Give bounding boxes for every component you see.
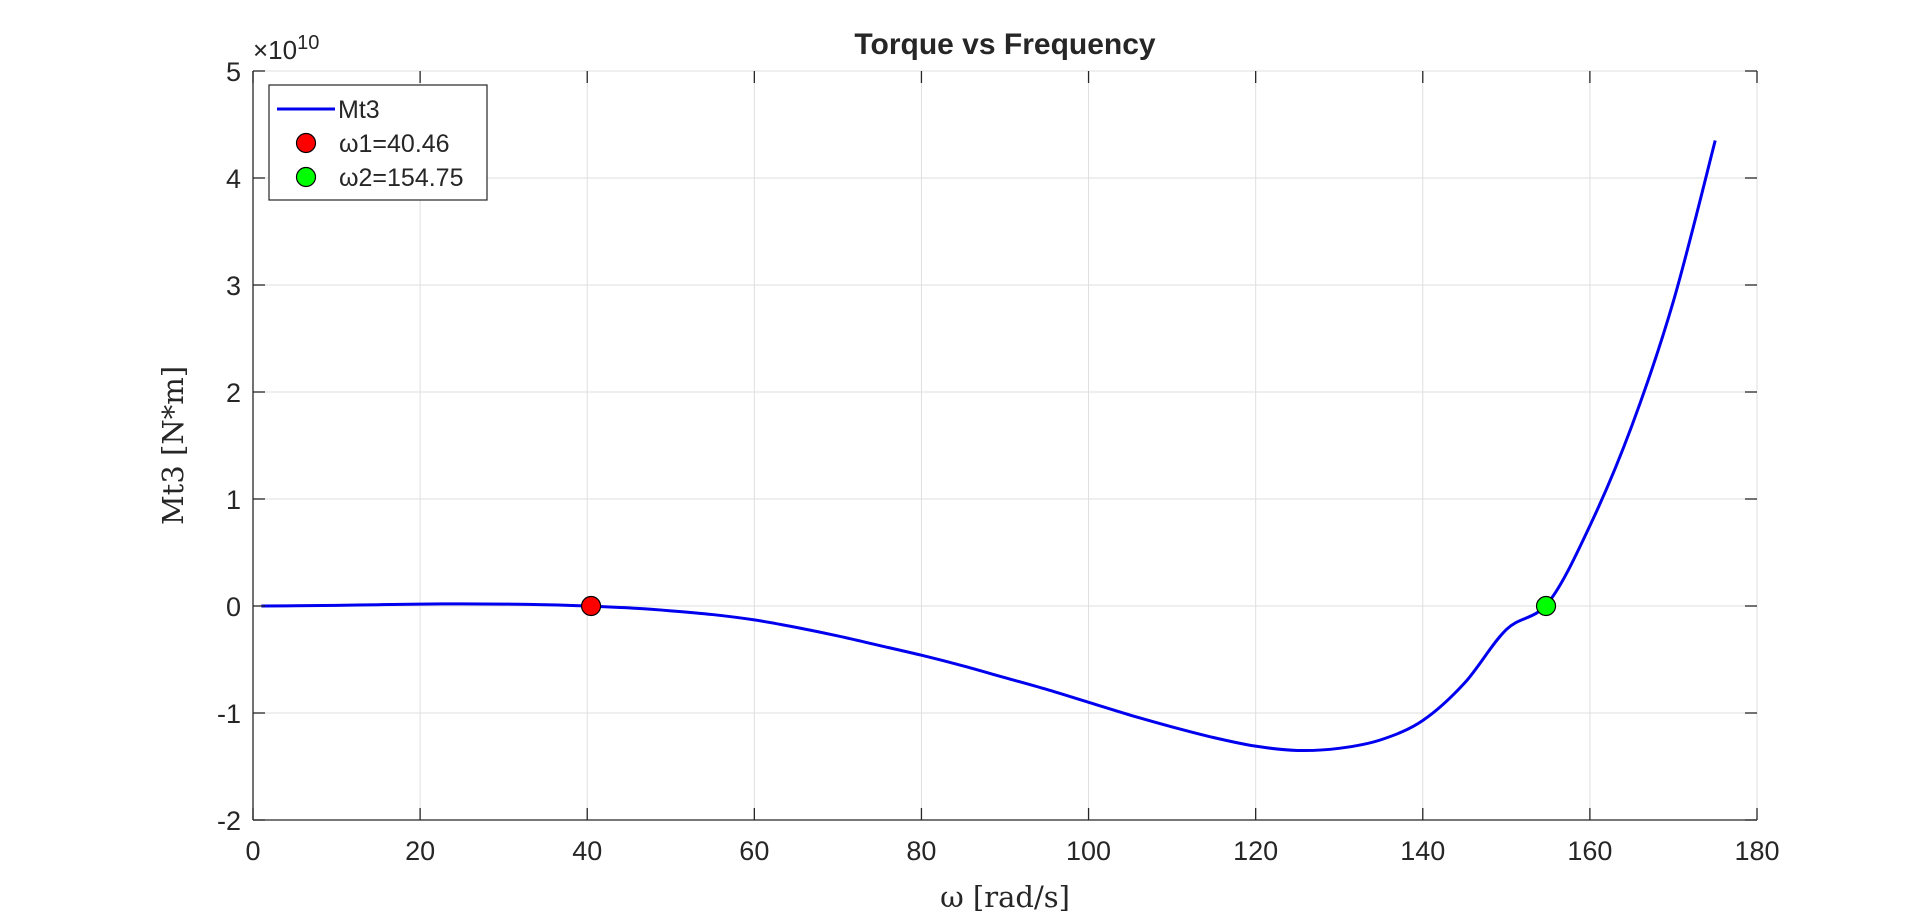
y-axis-label: Mt3 [N*m]: [156, 366, 190, 525]
legend-label: ω1=40.46: [339, 130, 450, 158]
legend: Mt3 ω1=40.46 ω2=154.75: [268, 84, 488, 201]
y-tick-label: 2: [226, 378, 241, 408]
x-tick-label: 40: [572, 836, 602, 866]
plot-content: [261, 140, 1717, 753]
y-tick-label: 3: [226, 271, 241, 301]
x-tick-label: 100: [1066, 836, 1111, 866]
series-line-mt3: [261, 140, 1717, 753]
x-tick-label: 80: [906, 836, 936, 866]
y-tick-label: 5: [226, 57, 241, 87]
data-point-marker: [1535, 595, 1557, 617]
plot-area: [253, 71, 1757, 820]
y-tick-label: 0: [226, 592, 241, 622]
legend-label: Mt3: [338, 96, 380, 124]
x-tick-label: 180: [1734, 836, 1779, 866]
data-point-marker: [580, 595, 602, 617]
legend-marker: [295, 166, 317, 188]
y-tick-label: -2: [217, 806, 241, 836]
x-tick-label: 140: [1400, 836, 1445, 866]
tick-labels: 0 20 40 60 80 100 120 140 160 180 -2 -1 0 1 2 3 4 5: [217, 57, 1780, 866]
legend-label: ω2=154.75: [339, 164, 464, 192]
chart-title: Torque vs Frequency: [854, 28, 1156, 61]
x-tick-label: 120: [1233, 836, 1278, 866]
legend-marker: [295, 132, 317, 154]
x-axis-label: ω [rad/s]: [940, 880, 1070, 911]
x-tick-label: 20: [405, 836, 435, 866]
y-axis-exponent-label: ×1010: [253, 32, 319, 65]
x-tick-label: 160: [1567, 836, 1612, 866]
y-tick-label: 1: [226, 485, 241, 515]
x-tick-label: 0: [245, 836, 260, 866]
axes: [252, 70, 1758, 821]
x-tick-label: 60: [739, 836, 769, 866]
y-tick-label: 4: [226, 164, 241, 194]
y-tick-label: -1: [217, 699, 241, 729]
